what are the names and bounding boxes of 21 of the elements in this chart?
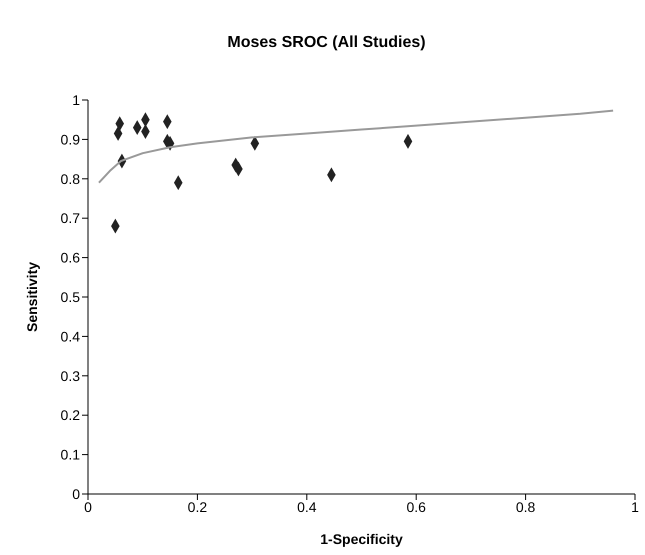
x-tick-label: 0.4 [297, 498, 317, 515]
line-series [98, 110, 614, 184]
y-tick-label: 0 [72, 486, 80, 502]
x-axis-title: 1-Specificity [320, 531, 403, 547]
x-tick-label: 1 [631, 498, 640, 515]
x-tick-label: 0 [84, 498, 92, 515]
y-tick-label: 0.1 [60, 446, 80, 463]
y-tick-label: 0.9 [60, 131, 80, 148]
y-tick-label: 0.8 [60, 170, 80, 187]
y-tick-label: 0.3 [60, 368, 80, 384]
chart-title: Moses SROC (All Studies) [226, 34, 427, 53]
x-tick-label: 0.2 [188, 498, 208, 515]
x-tick-label: 0.6 [406, 498, 426, 515]
y-tick-label: 0.5 [60, 288, 80, 305]
y-tick-label: 0.6 [60, 250, 80, 266]
y-tick-label: 0.2 [60, 407, 80, 424]
y-tick-label: 1 [72, 92, 80, 108]
y-tick-label: 0.7 [60, 210, 80, 226]
y-tick-label: 0.4 [60, 328, 80, 344]
y-axis-title: Sensitivity [24, 262, 40, 332]
x-tick-label: 0.8 [516, 498, 536, 515]
